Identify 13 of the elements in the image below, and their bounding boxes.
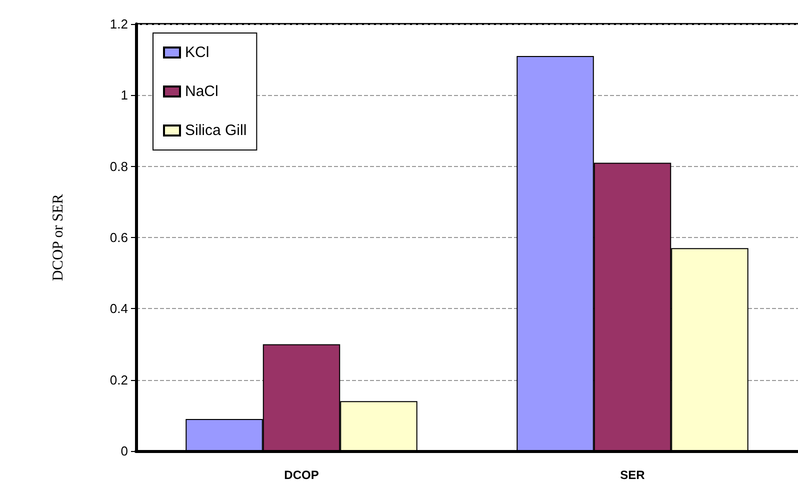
- y-axis-title: DCOP or SER: [50, 194, 66, 281]
- legend-label: NaCl: [185, 83, 218, 100]
- x-tick-label: DCOP: [284, 468, 319, 482]
- legend-label: Silica Gill: [185, 122, 247, 139]
- y-tick-label: 0: [120, 444, 128, 458]
- y-tick-label: 1: [120, 88, 128, 103]
- y-tick-label: 0.8: [110, 158, 128, 174]
- y-tick-label: 0.2: [110, 372, 128, 388]
- y-tick-label: 1.2: [110, 16, 128, 32]
- x-tick-label: SER: [620, 468, 646, 482]
- y-tick-label: 0.4: [110, 301, 128, 316]
- legend-label: KCl: [185, 44, 210, 61]
- y-tick-label: 0.6: [110, 230, 128, 245]
